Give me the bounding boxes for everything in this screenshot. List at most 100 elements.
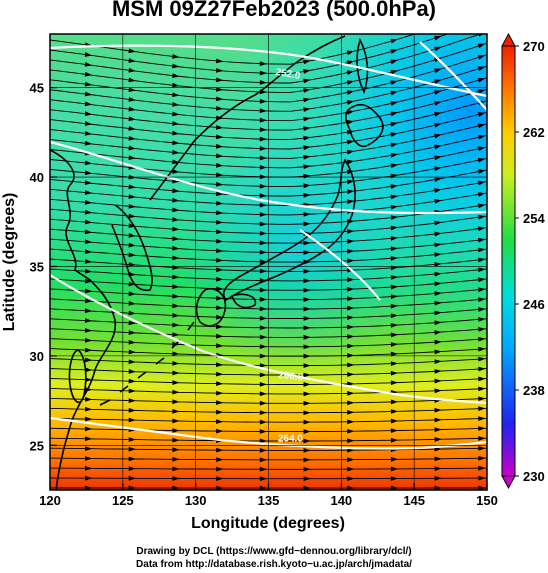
- colorbar-label: 230: [523, 469, 545, 484]
- coastline-shikoku: [230, 293, 257, 309]
- streamline-arrow: [478, 346, 486, 352]
- streamline-arrow: [84, 357, 93, 363]
- streamline-arrow: [216, 457, 224, 463]
- streamline-arrow: [303, 382, 311, 387]
- streamline-arrow: [434, 68, 442, 74]
- streamline-arrow: [478, 445, 486, 451]
- x-tick-label: 150: [476, 493, 498, 508]
- streamline-arrow: [303, 135, 311, 141]
- streamline-arrow: [303, 183, 311, 189]
- streamline-arrow: [128, 369, 136, 374]
- streamline-arrow: [128, 116, 136, 122]
- streamline-arrow: [477, 55, 486, 60]
- streamline-arrow: [84, 229, 93, 235]
- streamline-arrow: [172, 332, 180, 337]
- x-tick-label: 145: [403, 493, 425, 508]
- streamline-arrow: [259, 438, 268, 444]
- streamline-arrow: [172, 130, 180, 136]
- streamline-arrow: [128, 67, 136, 73]
- streamline-arrow: [303, 107, 311, 112]
- streamline-arrow: [128, 320, 136, 326]
- streamline-arrow: [303, 126, 311, 132]
- streamline-arrow: [390, 255, 399, 261]
- y-tick-label: 25: [30, 438, 44, 453]
- streamline-arrow: [84, 71, 93, 77]
- streamline-arrow: [346, 80, 355, 85]
- streamline-arrow: [259, 70, 268, 76]
- streamline-arrow: [303, 250, 311, 255]
- streamline-arrow: [346, 100, 355, 105]
- streamline-arrow: [477, 135, 486, 140]
- streamline-arrow: [259, 127, 268, 133]
- chart-title: MSM 09Z27Feb2023 (500.0hPa): [111, 0, 437, 21]
- streamline-arrow: [172, 351, 180, 357]
- streamline-arrow: [478, 386, 486, 392]
- streamline-arrow: [347, 362, 355, 368]
- streamline-arrow: [215, 134, 224, 140]
- streamline-arrow: [303, 240, 311, 246]
- streamline-arrow: [128, 310, 136, 316]
- streamline-arrow: [84, 406, 93, 412]
- streamline-arrow: [303, 59, 311, 65]
- streamline-arrow: [84, 298, 93, 304]
- streamline-arrow: [259, 363, 268, 368]
- streamline-arrow: [259, 268, 268, 274]
- streamline-arrow: [390, 351, 399, 357]
- coastlines: [50, 35, 384, 490]
- streamline-arrow: [434, 378, 442, 384]
- streamline-arrow: [434, 310, 442, 316]
- streamline-arrow: [347, 315, 355, 321]
- streamline-arrow: [216, 191, 224, 197]
- coastline-sakhalin: [356, 37, 369, 95]
- streamline-arrow: [128, 407, 136, 413]
- streamline-arrow: [390, 361, 399, 367]
- streamline-arrow: [84, 347, 93, 353]
- streamline-arrow: [128, 184, 136, 190]
- streamline-arrow: [128, 349, 136, 355]
- streamline-arrow: [84, 337, 93, 343]
- streamline-arrow: [259, 429, 268, 434]
- streamline-arrow: [172, 236, 180, 242]
- streamline-arrow: [303, 97, 311, 103]
- streamline-arrow: [172, 226, 180, 232]
- streamline-arrow: [346, 110, 355, 115]
- streamline-arrow: [259, 183, 268, 189]
- streamline-arrow: [303, 221, 311, 227]
- streamline-arrow: [84, 239, 93, 245]
- contour-line: [299, 229, 381, 301]
- streamline-arrow: [84, 81, 93, 87]
- streamline-arrow: [84, 396, 93, 402]
- streamline-arrow: [434, 133, 442, 139]
- streamline-arrow: [172, 360, 180, 366]
- streamline-arrow: [478, 455, 486, 461]
- streamline-arrow: [434, 188, 442, 193]
- streamline-arrow: [390, 428, 399, 434]
- streamline-arrow: [477, 157, 486, 163]
- streamline-arrow: [478, 475, 486, 481]
- streamline-arrow: [128, 339, 136, 345]
- streamline-arrow: [434, 46, 442, 52]
- streamline-arrow: [172, 380, 180, 385]
- streamline-arrow: [84, 121, 93, 126]
- streamline-arrow: [259, 381, 268, 387]
- streamline-arrow: [347, 343, 355, 349]
- streamline-arrow: [84, 52, 93, 57]
- streamline-arrow: [128, 417, 136, 423]
- streamline-arrow: [128, 291, 136, 297]
- streamline-arrow: [303, 212, 311, 217]
- streamline-arrow: [390, 163, 399, 169]
- streamline-arrow: [477, 77, 486, 83]
- streamline-arrow: [477, 192, 486, 197]
- streamline-arrow: [84, 377, 93, 383]
- streamline-arrow: [85, 456, 93, 461]
- streamline-arrow: [216, 428, 224, 434]
- streamline-arrow: [128, 194, 136, 199]
- streamline-arrow: [172, 121, 180, 126]
- streamline-arrow: [128, 485, 136, 490]
- streamline-arrow: [216, 210, 224, 216]
- streamline-arrow: [172, 476, 180, 481]
- streamline-arrow: [128, 87, 136, 93]
- streamline-arrow: [303, 363, 311, 368]
- streamline-arrow: [172, 456, 180, 462]
